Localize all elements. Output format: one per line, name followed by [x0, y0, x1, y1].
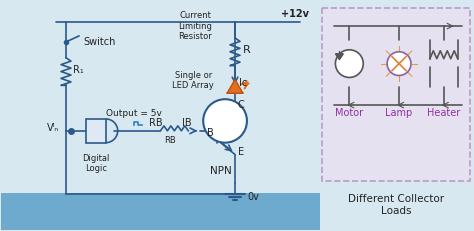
Text: Vᴵₙ: Vᴵₙ — [47, 122, 59, 132]
Text: R: R — [243, 45, 251, 55]
Text: NPN: NPN — [210, 166, 232, 176]
Bar — [86, 119, 106, 143]
Circle shape — [336, 51, 363, 78]
Text: C: C — [238, 100, 245, 110]
Polygon shape — [227, 80, 243, 94]
Text: Iᴄ: Iᴄ — [239, 78, 247, 88]
Circle shape — [387, 52, 411, 76]
Polygon shape — [336, 55, 343, 61]
Bar — [322, 9, 470, 181]
Text: +12v: +12v — [281, 9, 309, 19]
Bar — [1, 193, 319, 230]
Circle shape — [203, 100, 247, 143]
Text: E: E — [238, 146, 244, 156]
Text: B: B — [207, 127, 214, 137]
Text: Heater: Heater — [427, 108, 460, 118]
Text: Lamp: Lamp — [385, 108, 413, 118]
Text: Digital
Logic: Digital Logic — [82, 153, 109, 172]
Text: 0v: 0v — [247, 191, 259, 201]
Text: Different Collector
Loads: Different Collector Loads — [348, 193, 444, 215]
Text: Single or
LED Array: Single or LED Array — [173, 71, 214, 90]
Text: Switch: Switch — [83, 37, 115, 47]
Text: M: M — [344, 60, 355, 70]
Text: R₁: R₁ — [73, 64, 84, 74]
Text: RB: RB — [164, 135, 176, 144]
Text: Output = 5v: Output = 5v — [106, 109, 162, 118]
Text: Current
Limiting
Resistor: Current Limiting Resistor — [178, 11, 212, 41]
Text: RB: RB — [149, 117, 162, 127]
Text: IB: IB — [182, 117, 192, 127]
Bar — [1, 1, 319, 230]
Text: Motor: Motor — [335, 108, 364, 118]
